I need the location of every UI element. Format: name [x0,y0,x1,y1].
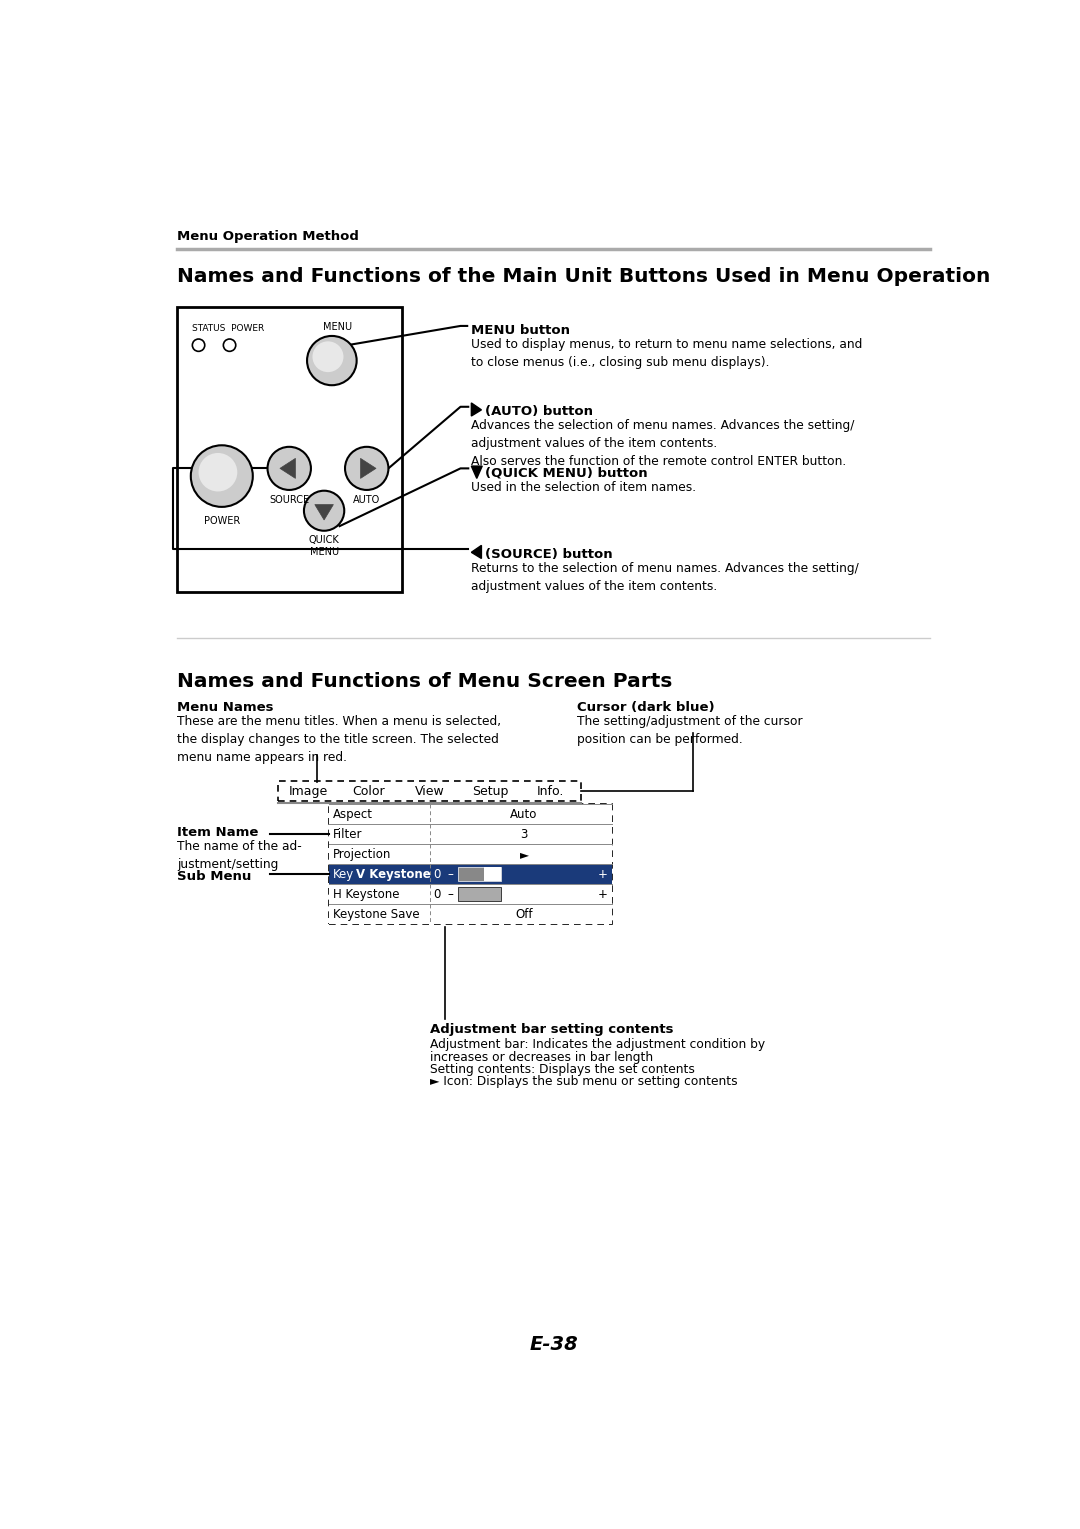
Text: AUTO: AUTO [353,495,380,505]
Text: (SOURCE) button: (SOURCE) button [485,547,613,561]
Circle shape [307,336,356,385]
Text: Color: Color [353,784,386,798]
Text: Keystone Save: Keystone Save [333,908,419,920]
Text: increases or decreases in bar length: increases or decreases in bar length [430,1050,652,1064]
Text: Filter: Filter [333,827,362,841]
Text: Auto: Auto [511,807,538,821]
Text: Names and Functions of Menu Screen Parts: Names and Functions of Menu Screen Parts [177,673,672,691]
Text: SOURCE: SOURCE [269,495,309,505]
Text: Adjustment bar setting contents: Adjustment bar setting contents [430,1023,673,1035]
Text: –: – [447,888,454,901]
Bar [328,804,611,924]
Text: Used in the selection of item names.: Used in the selection of item names. [471,480,697,494]
Text: Projection: Projection [333,847,391,861]
Text: –: – [447,867,454,881]
Polygon shape [471,404,482,416]
Text: +: + [598,867,608,881]
Text: Key: Key [333,867,354,881]
Text: Returns to the selection of menu names. Advances the setting/
adjustment values : Returns to the selection of menu names. … [471,561,859,593]
Bar [328,884,611,904]
Text: Off: Off [515,908,532,920]
Text: These are the menu titles. When a menu is selected,
the display changes to the t: These are the menu titles. When a menu i… [177,714,501,764]
Text: Used to display menus, to return to menu name selections, and
to close menus (i.: Used to display menus, to return to menu… [471,338,863,368]
Bar [458,887,501,901]
Polygon shape [471,546,482,558]
Text: Setting contents: Displays the set contents: Setting contents: Displays the set conte… [430,1063,694,1076]
Circle shape [345,446,389,489]
Circle shape [312,341,343,372]
Text: Cursor (dark blue): Cursor (dark blue) [577,700,714,714]
Polygon shape [361,459,376,479]
Text: H Keystone: H Keystone [333,888,400,901]
Circle shape [268,446,311,489]
Text: Image: Image [289,784,328,798]
Text: Info.: Info. [537,784,564,798]
Bar [328,824,611,844]
Polygon shape [280,459,296,479]
Circle shape [191,445,253,508]
Bar [177,307,402,592]
Text: E-38: E-38 [529,1335,578,1353]
Text: Adjustment bar: Indicates the adjustment condition by: Adjustment bar: Indicates the adjustment… [430,1038,765,1050]
Text: QUICK
MENU: QUICK MENU [309,535,339,557]
Text: MENU button: MENU button [471,324,570,338]
Circle shape [303,491,345,531]
Text: ►: ► [519,847,528,861]
Circle shape [199,453,238,491]
Text: The name of the ad-
justment/setting: The name of the ad- justment/setting [177,841,301,872]
Text: 0: 0 [433,867,441,881]
Polygon shape [471,466,482,479]
Text: ► Icon: Displays the sub menu or setting contents: ► Icon: Displays the sub menu or setting… [430,1075,738,1089]
Bar [328,864,611,884]
Bar [458,867,501,881]
Text: View: View [415,784,444,798]
Text: Setup: Setup [472,784,508,798]
Bar [279,781,581,801]
Text: Sub Menu: Sub Menu [177,870,252,882]
Text: Menu Names: Menu Names [177,700,273,714]
Text: Item Name: Item Name [177,827,258,839]
Text: POWER: POWER [204,517,240,526]
Text: The setting/adjustment of the cursor
position can be performed.: The setting/adjustment of the cursor pos… [577,714,802,746]
Text: +: + [598,888,608,901]
Text: 3: 3 [521,827,528,841]
Bar [328,844,611,864]
Text: STATUS  POWER: STATUS POWER [192,324,265,333]
Text: (AUTO) button: (AUTO) button [485,405,593,419]
Bar [328,804,611,824]
Polygon shape [314,505,334,520]
Text: 0: 0 [433,888,441,901]
Circle shape [192,339,205,352]
Text: MENU: MENU [323,323,352,332]
Text: Menu Operation Method: Menu Operation Method [177,229,359,243]
Text: V Keystone: V Keystone [356,867,431,881]
Bar [328,904,611,924]
Text: Names and Functions of the Main Unit Buttons Used in Menu Operation: Names and Functions of the Main Unit But… [177,266,990,286]
Text: (QUICK MENU) button: (QUICK MENU) button [485,466,648,480]
Bar [484,867,501,881]
Text: Advances the selection of menu names. Advances the setting/
adjustment values of: Advances the selection of menu names. Ad… [471,419,854,468]
Circle shape [224,339,235,352]
Text: Aspect: Aspect [333,807,373,821]
